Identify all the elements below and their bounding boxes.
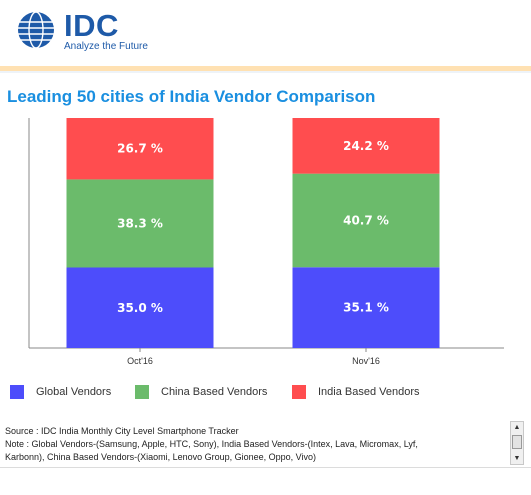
source-text: Source : IDC India Monthly City Level Sm… <box>5 426 239 436</box>
note-text-line1: Note : Global Vendors-(Samsung, Apple, H… <box>5 439 418 449</box>
scroll-up-icon[interactable]: ▲ <box>513 424 521 431</box>
bar-segment <box>66 118 214 180</box>
logo-text: IDC <box>64 8 119 43</box>
chart-title: Leading 50 cities of India Vendor Compar… <box>7 87 376 106</box>
scrollbar-thumb[interactable] <box>512 435 522 449</box>
scroll-down-icon[interactable]: ▼ <box>513 455 521 462</box>
bar-segment <box>292 173 440 268</box>
data-label: 38.3 % <box>117 216 163 230</box>
bar-segment <box>292 118 440 174</box>
legend-swatch-global <box>10 385 24 399</box>
legend-swatch-india <box>292 385 306 399</box>
note-text-line2: Karbonn), China Based Vendors-(Xiaomi, L… <box>5 452 317 462</box>
legend-item-global[interactable]: Global Vendors <box>10 380 111 404</box>
bottom-rule <box>0 467 531 468</box>
data-label: 35.1 % <box>343 301 389 315</box>
legend-label-india: India Based Vendors <box>318 386 420 398</box>
legend-item-china[interactable]: China Based Vendors <box>135 380 267 404</box>
footer-notes: Source : IDC India Monthly City Level Sm… <box>5 425 500 464</box>
data-label: 40.7 % <box>343 213 389 227</box>
legend-label-global: Global Vendors <box>36 386 112 398</box>
legend-label-china: China Based Vendors <box>161 386 268 398</box>
legend-swatch-china <box>135 385 149 399</box>
data-label: 26.7 % <box>117 142 163 156</box>
header: IDC Analyze the Future <box>0 0 531 66</box>
header-divider-shadow <box>0 71 531 73</box>
tagline: Analyze the Future <box>64 41 148 52</box>
x-tick-label: Nov'16 <box>352 356 380 366</box>
data-label: 35.0 % <box>117 301 163 315</box>
stacked-bar-chart: 35.0 % 38.3 % 26.7 % Oct'16 35.1 % 40.7 % 24.2… <box>28 118 504 366</box>
legend-item-india[interactable]: India Based Vendors <box>292 380 420 404</box>
legend: Global Vendors China Based Vendors India… <box>0 380 531 404</box>
footer-scrollbar[interactable]: ▲ ▼ <box>510 421 524 465</box>
bar-segment <box>66 179 214 268</box>
idc-globe-logo <box>18 11 54 49</box>
x-tick-label: Oct'16 <box>127 356 153 366</box>
bar-segment <box>66 267 214 348</box>
header-divider <box>0 66 531 71</box>
data-label: 24.2 % <box>343 139 389 153</box>
bar-segment <box>292 267 440 348</box>
